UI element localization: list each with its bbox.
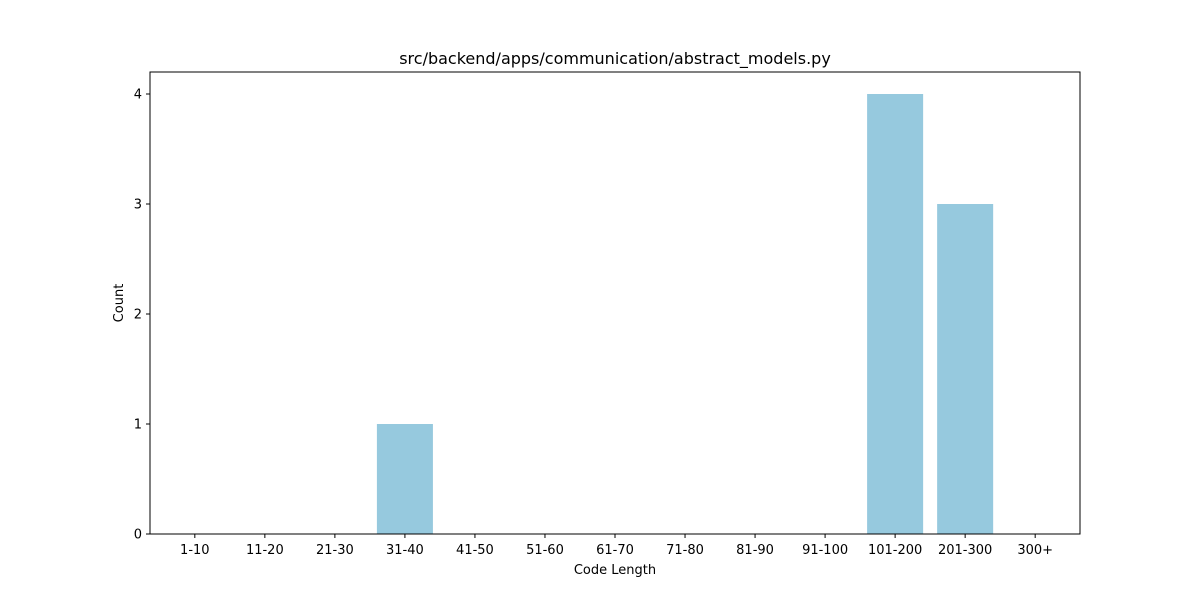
x-tick-label: 41-50 xyxy=(456,543,494,558)
x-tick-label: 71-80 xyxy=(666,543,704,558)
x-tick-label: 1-10 xyxy=(180,543,210,558)
y-tick-label: 0 xyxy=(134,528,142,543)
y-axis-title: Count xyxy=(112,284,127,323)
x-tick-label: 61-70 xyxy=(596,543,634,558)
bars-group xyxy=(376,94,994,534)
x-axis: 1-10 11-20 21-30 31-40 41-50 51-60 61-70 71-80 8… xyxy=(180,534,1053,558)
x-tick-label: 51-60 xyxy=(526,543,564,558)
x-tick-label: 81-90 xyxy=(736,543,774,558)
y-tick-label: 1 xyxy=(134,418,142,433)
chart-title: src/backend/apps/communication/abstract_… xyxy=(399,49,831,69)
x-tick-label: 31-40 xyxy=(386,543,424,558)
y-tick-label: 2 xyxy=(134,308,142,323)
bar-31-40 xyxy=(376,424,433,534)
x-tick-label: 91-100 xyxy=(802,543,848,558)
x-tick-label: 201-300 xyxy=(938,543,992,558)
y-tick-label: 3 xyxy=(134,198,142,213)
x-tick-label: 101-200 xyxy=(868,543,922,558)
x-tick-label: 21-30 xyxy=(316,543,354,558)
y-tick-label: 4 xyxy=(134,88,142,103)
bar-101-200 xyxy=(867,94,924,534)
bar-201-300 xyxy=(937,204,994,534)
x-tick-label: 300+ xyxy=(1017,543,1053,558)
y-axis: 0 1 2 3 4 xyxy=(134,88,150,543)
x-axis-title: Code Length xyxy=(574,563,656,578)
x-tick-label: 11-20 xyxy=(246,543,284,558)
